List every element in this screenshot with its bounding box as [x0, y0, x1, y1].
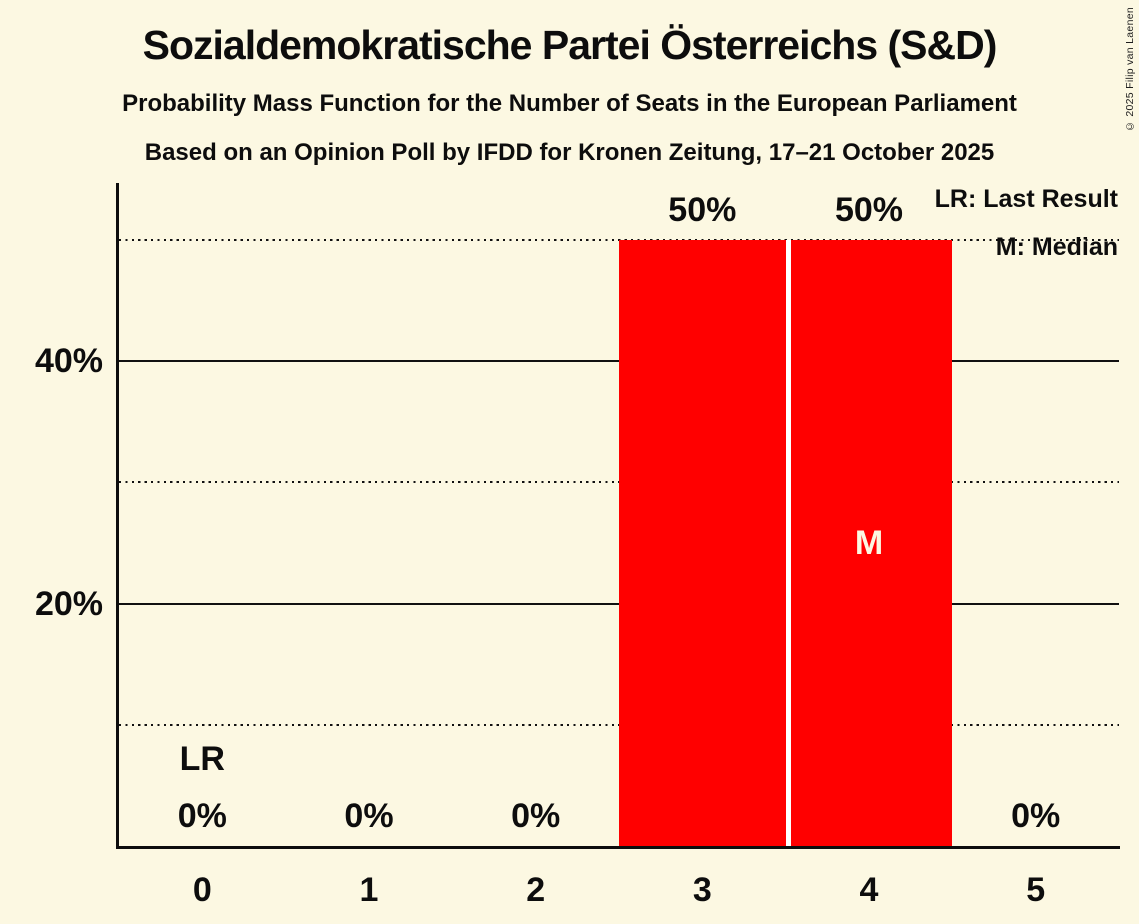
bar-seats-4	[785, 239, 953, 846]
plot-area: 0% 0% 0% 50% 50% 0% LR M	[119, 183, 1119, 846]
x-tick-label-2: 2	[526, 871, 546, 909]
poll-details-subtitle: Based on an Opinion Poll by IFDD for Kro…	[144, 139, 995, 166]
bar-value-label-1: 0%	[344, 797, 394, 835]
y-axis-labels: 20% 40%	[0, 183, 103, 846]
x-tick-label-0: 0	[192, 871, 212, 909]
page-title: Sozialdemokratische Partei Österreichs (…	[142, 22, 998, 68]
y-tick-label-20: 20%	[34, 584, 103, 623]
copyright-notice: © 2025 Filip van Laenen	[1124, 7, 1136, 133]
bar-value-label-5: 0%	[1011, 797, 1061, 835]
legend: LR: Last Result M: Median	[935, 184, 1118, 280]
legend-last-result: LR: Last Result	[934, 185, 1118, 213]
y-axis	[116, 183, 119, 849]
y-tick-label-40: 40%	[34, 342, 103, 381]
x-tick-label-3: 3	[692, 871, 712, 909]
bar-seats-3	[619, 239, 786, 846]
x-axis	[116, 846, 1120, 849]
bar-value-label-2: 0%	[511, 797, 561, 835]
bar-value-label-3: 50%	[668, 190, 737, 229]
chart-subtitle: Probability Mass Function for the Number…	[122, 90, 1017, 117]
legend-median: M: Median	[995, 233, 1118, 261]
bar-value-label-4: 50%	[834, 190, 904, 229]
x-tick-label-1: 1	[359, 871, 379, 909]
bar-value-label-0: 0%	[177, 797, 227, 835]
median-marker: M	[854, 523, 884, 562]
x-axis-labels: 0 1 2 3 4 5	[119, 873, 1119, 909]
x-tick-label-4: 4	[859, 871, 879, 909]
last-result-marker: LR	[179, 740, 225, 778]
x-tick-label-5: 5	[1026, 871, 1046, 909]
